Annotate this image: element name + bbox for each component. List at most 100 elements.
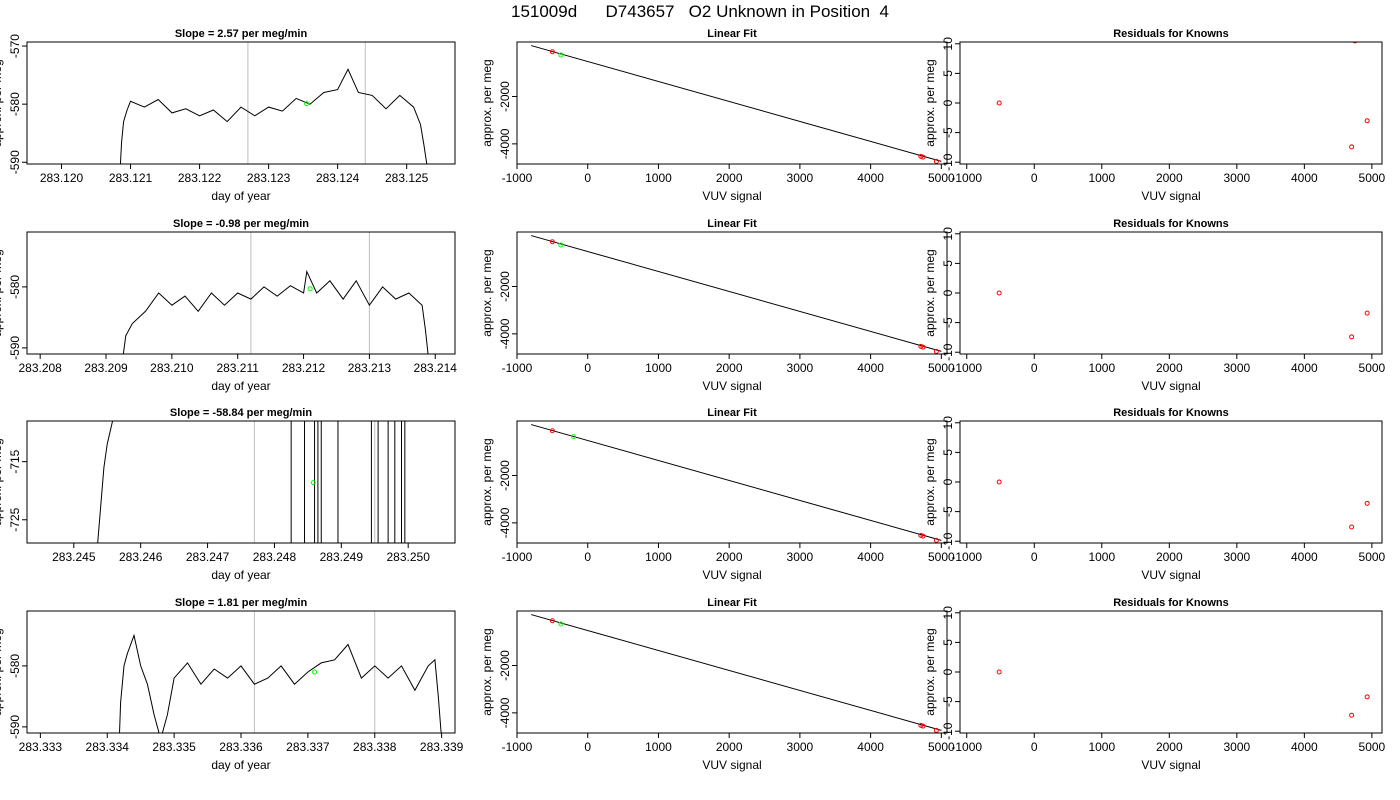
plot-area (119, 611, 442, 733)
panel-title: Slope = -0.98 per meg/min (173, 218, 309, 230)
y-axis-label: approx. per meg (480, 249, 494, 336)
x-tick-label: 5000 (928, 550, 955, 564)
y-tick-label: 5 (941, 639, 955, 646)
x-tick-label: 5000 (1359, 361, 1386, 375)
x-axis-label: day of year (211, 758, 270, 772)
x-tick-label: 283.249 (320, 550, 364, 564)
y-tick-label: 0 (941, 289, 955, 296)
y-tick-label: -570 (8, 34, 22, 58)
known-point (933, 158, 939, 164)
x-tick-label: 283.209 (84, 361, 128, 375)
x-tick-label: 283.123 (247, 171, 291, 185)
y-tick-label: -10 (941, 722, 955, 740)
x-tick-label: 2000 (716, 361, 743, 375)
plot-frame (516, 610, 948, 734)
x-tick-label: 283.337 (286, 740, 330, 754)
x-tick-label: 0 (1031, 171, 1038, 185)
y-axis-label: approx. per meg (923, 438, 937, 525)
y-tick-label: -725 (8, 507, 22, 531)
x-tick-label: 283.208 (18, 361, 62, 375)
known-point (996, 669, 1002, 675)
known-point (549, 618, 555, 624)
y-tick-label: -590 (8, 715, 22, 739)
y-tick-label: -5 (941, 696, 955, 707)
known-point (920, 723, 926, 729)
y-axis-label: approx. per meg (923, 249, 937, 336)
panel-r0c2: Residuals for Knowns -1000 0 1000 2000 3000 40… (923, 28, 1386, 203)
panel-title: Residuals for Knowns (1113, 597, 1229, 609)
unknown-point (307, 286, 313, 292)
unknown-point (558, 52, 564, 58)
panel-r0c0: Slope = 2.57 per meg/min 283.120 283.121 28… (0, 28, 456, 203)
x-tick-label: 2000 (716, 171, 743, 185)
y-tick-label: -580 (8, 275, 22, 299)
x-tick-label: -1000 (951, 740, 982, 754)
y-tick-label: -590 (8, 336, 22, 360)
x-tick-label: 1000 (1088, 171, 1115, 185)
panel-r3c1: Linear Fit -1000 0 1000 2000 3000 4000 5000 -400… (480, 597, 955, 772)
x-tick-label: 4000 (1291, 361, 1318, 375)
known-point (1364, 694, 1370, 700)
plot-area (996, 290, 1370, 340)
y-tick-label: -2000 (498, 271, 512, 302)
x-tick-label: 283.124 (316, 171, 360, 185)
x-tick-label: 283.213 (348, 361, 392, 375)
x-axis-label: day of year (211, 568, 270, 582)
panel-title: Slope = -58.84 per meg/min (170, 407, 312, 419)
x-tick-label: 0 (1031, 361, 1038, 375)
y-axis-label: approx. per meg (480, 438, 494, 525)
fit-line (531, 424, 942, 541)
panel-r3c2: Residuals for Knowns -1000 0 1000 2000 3000 40… (923, 597, 1386, 772)
plot-area (531, 45, 942, 164)
y-tick-label: -5 (941, 127, 955, 138)
y-axis-label: approx. per meg (0, 438, 4, 525)
x-tick-label: 0 (584, 171, 591, 185)
x-tick-label: 2000 (1156, 361, 1183, 375)
plot-area (996, 669, 1370, 718)
data-trace (122, 269, 429, 354)
y-tick-label: -4000 (498, 507, 512, 538)
panel-title: Slope = 2.57 per meg/min (175, 28, 308, 40)
x-tick-label: 283.246 (119, 550, 163, 564)
panel-title: Residuals for Knowns (1113, 218, 1229, 230)
y-axis-label: approx. per meg (923, 59, 937, 146)
x-tick-label: 5000 (928, 740, 955, 754)
known-point (933, 348, 939, 354)
y-tick-label: -715 (8, 449, 22, 473)
y-tick-label: -4000 (498, 318, 512, 349)
y-tick-label: -10 (941, 343, 955, 361)
known-point (549, 428, 555, 434)
x-tick-label: -1000 (951, 171, 982, 185)
panel-title: Slope = 1.81 per meg/min (175, 597, 308, 609)
x-axis-label: day of year (211, 379, 270, 393)
plot-frame (26, 420, 456, 544)
x-tick-label: -1000 (502, 171, 533, 185)
unknown-point (310, 480, 316, 486)
plot-frame (516, 41, 948, 165)
x-tick-label: 283.212 (282, 361, 326, 375)
unknown-point (312, 669, 318, 675)
x-axis-label: VUV signal (702, 758, 761, 772)
y-tick-label: 10 (941, 416, 955, 430)
plot-area (531, 424, 942, 543)
x-tick-label: 4000 (1291, 171, 1318, 185)
y-axis-label: approx. per meg (0, 59, 4, 146)
known-point (1349, 524, 1355, 530)
y-tick-label: -10 (941, 532, 955, 550)
x-tick-label: 3000 (787, 171, 814, 185)
y-axis-label: approx. per meg (480, 59, 494, 146)
x-tick-label: 2000 (716, 740, 743, 754)
x-tick-label: 4000 (857, 171, 884, 185)
plot-area (531, 235, 942, 354)
x-tick-label: 1000 (645, 550, 672, 564)
x-tick-label: -1000 (502, 361, 533, 375)
x-tick-label: 2000 (1156, 171, 1183, 185)
x-tick-label: 1000 (645, 740, 672, 754)
x-tick-label: 3000 (1223, 550, 1250, 564)
x-tick-label: 3000 (1223, 171, 1250, 185)
x-tick-label: 0 (584, 550, 591, 564)
y-tick-label: -4000 (498, 128, 512, 159)
x-tick-label: 0 (584, 740, 591, 754)
x-tick-label: 5000 (1359, 550, 1386, 564)
fit-line (531, 614, 942, 731)
